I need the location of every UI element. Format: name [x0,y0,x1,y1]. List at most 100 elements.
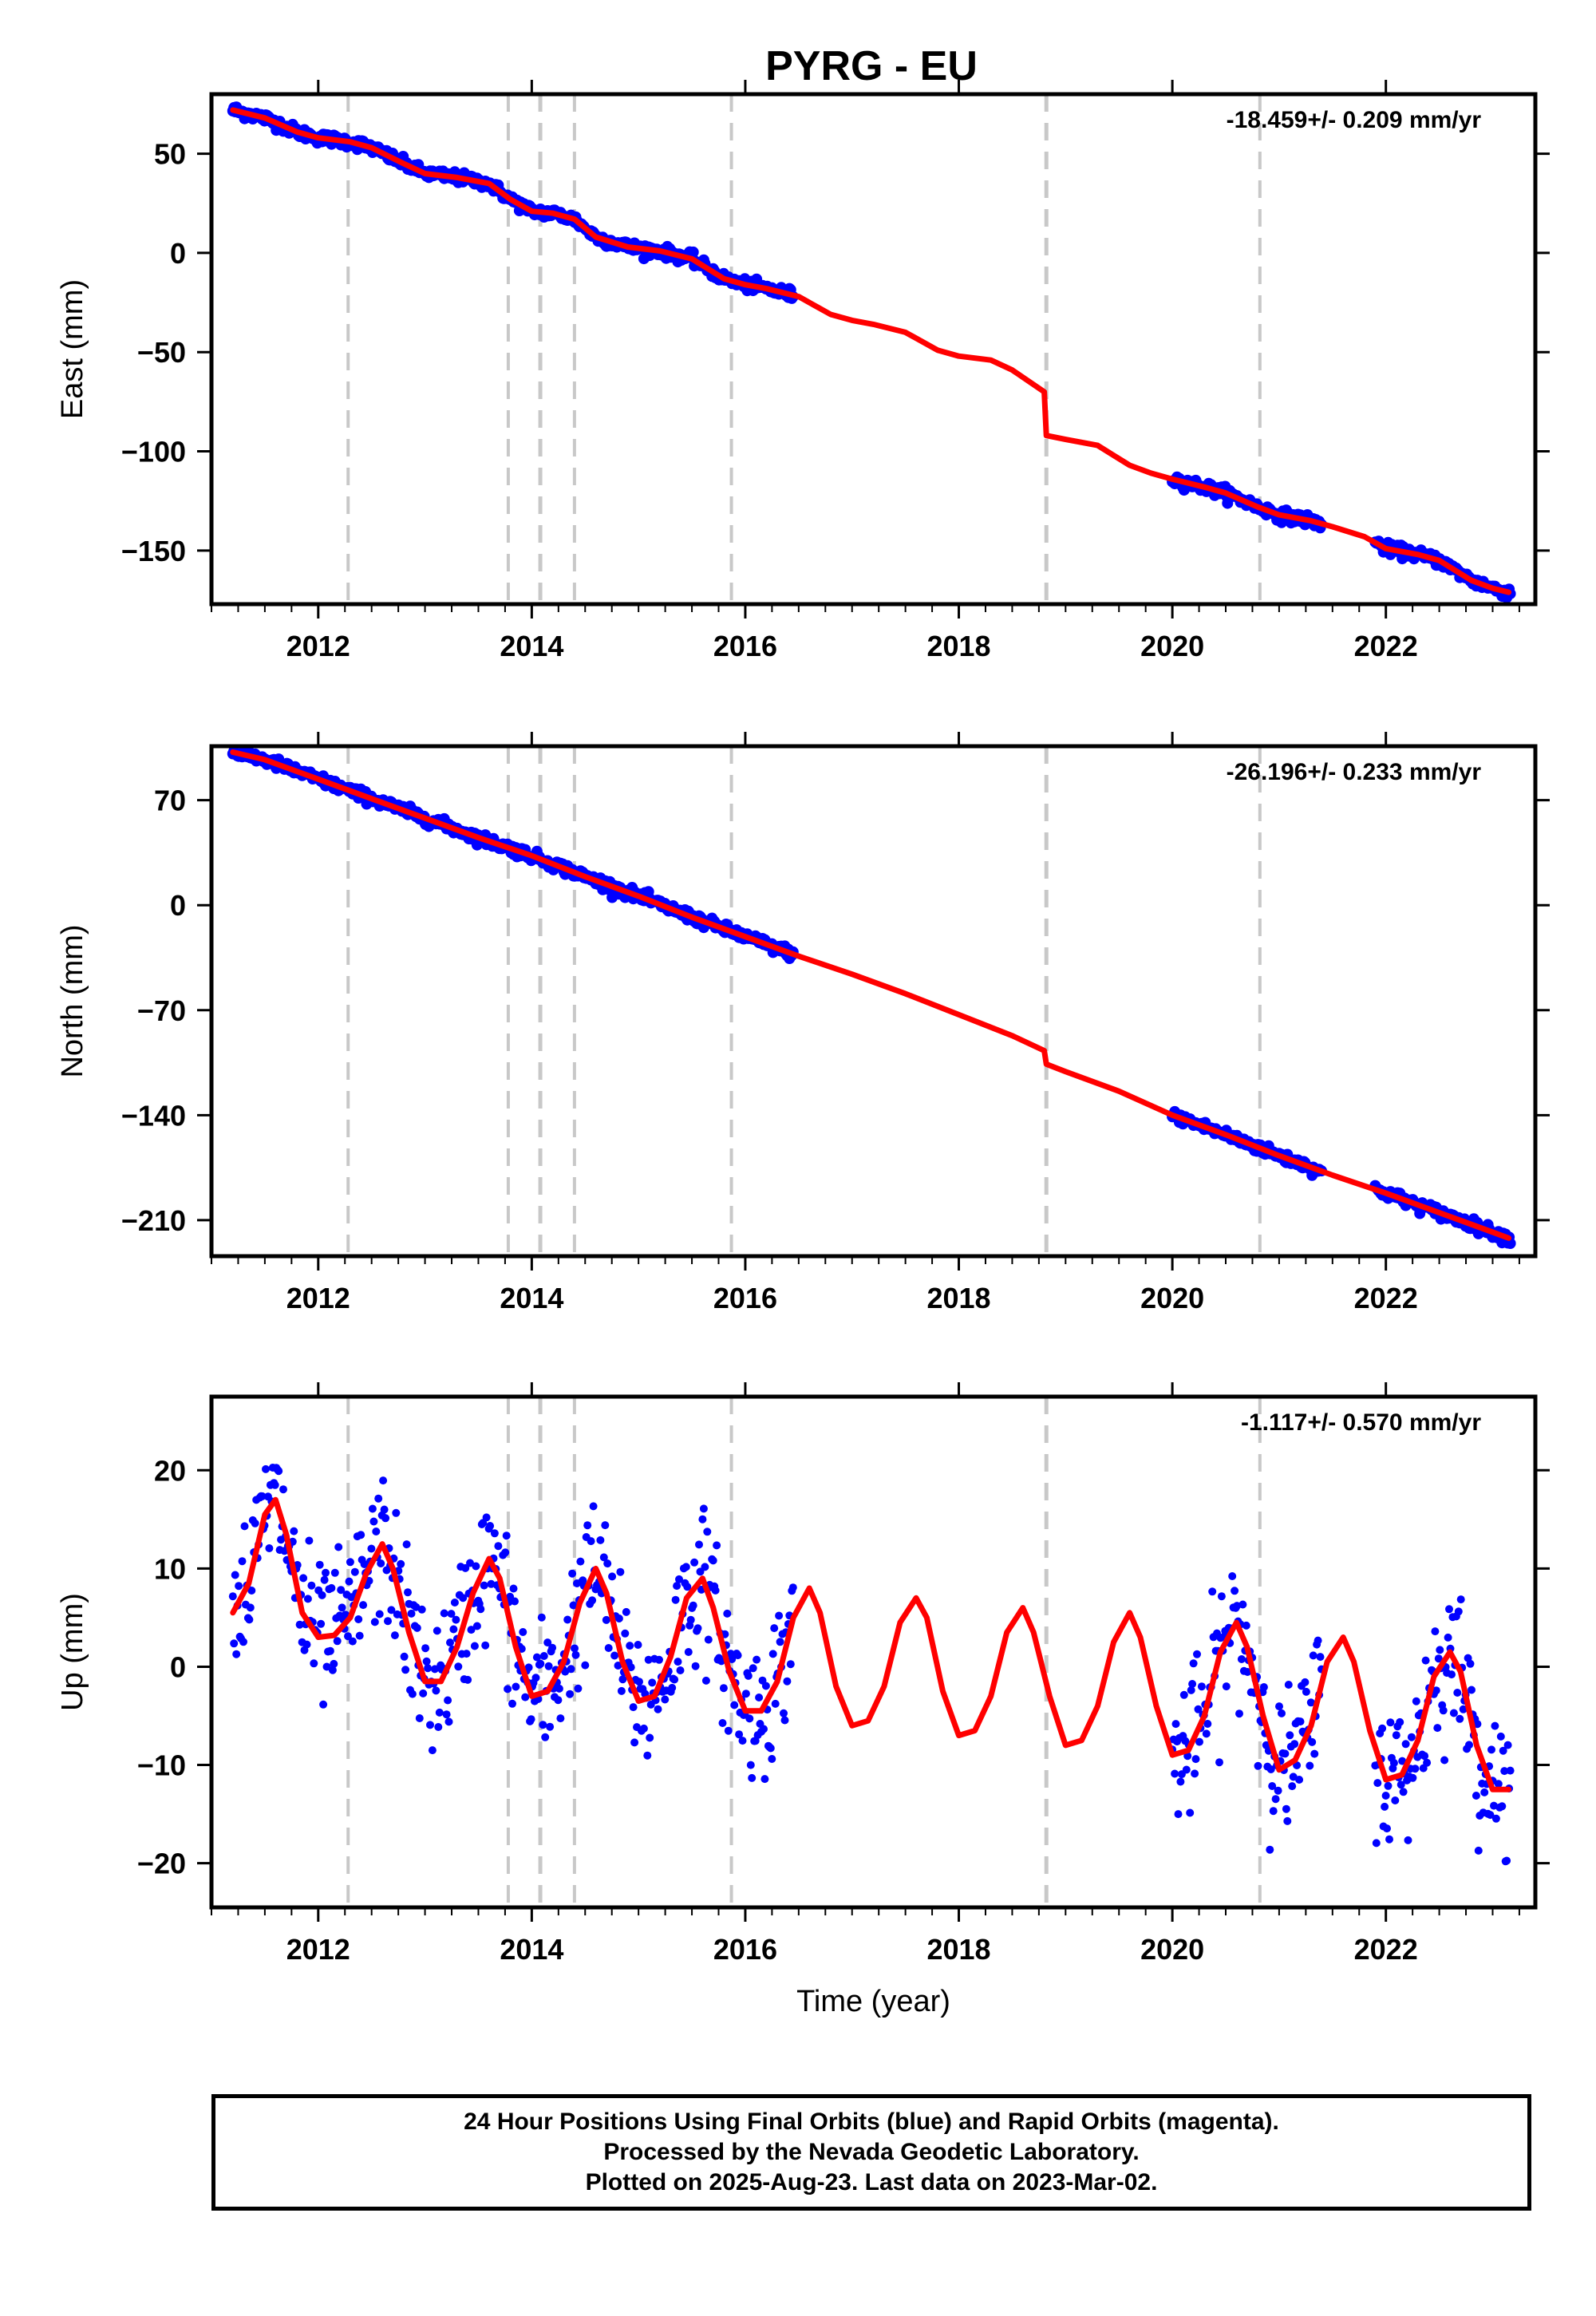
data-point [771,1699,780,1708]
data-point [1474,1846,1483,1855]
rate-label: -26.196+/- 0.233 mm/yr [1227,759,1482,785]
chart-title: PYRG - EU [765,43,978,89]
data-point [407,1609,416,1618]
data-point [424,1664,433,1673]
data-point [568,1569,577,1578]
data-point [786,1660,795,1669]
data-point [693,1624,702,1633]
data-point [661,1695,670,1704]
data-point [442,1710,451,1719]
data-point [1254,1761,1262,1770]
data-point [1440,1756,1449,1765]
data-point [1493,1919,1501,1927]
data-point [703,1528,712,1536]
data-point [635,1678,643,1686]
data-point [556,1714,565,1723]
footer-box: 24 Hour Positions Using Final Orbits (bl… [211,2094,1531,2211]
data-point [302,1640,311,1649]
data-point [1186,1808,1195,1817]
data-point [1456,1595,1465,1604]
y-tick-label: −20 [137,1848,186,1880]
data-point [1459,1705,1468,1713]
data-point [1202,1729,1211,1738]
data-point [1444,1633,1452,1642]
data-point [1284,1681,1293,1689]
data-point [419,1689,428,1697]
data-point [755,1694,764,1701]
data-point [634,1641,642,1649]
model-line-up [230,1496,1512,1792]
data-point [1197,1682,1206,1691]
data-point [563,1615,572,1624]
data-point [408,1690,417,1698]
data-point [537,1613,546,1622]
data-point [770,1624,779,1633]
data-point [1237,1655,1246,1663]
data-point [1242,1621,1250,1630]
data-point [330,1568,339,1577]
data-point [676,1666,685,1674]
data-point [1171,1769,1179,1778]
data-points-east [227,101,1516,603]
data-point [326,1646,334,1655]
data-point [1421,1656,1430,1665]
data-point [536,1659,545,1668]
data-point [711,1586,720,1595]
data-point [337,1586,346,1595]
data-point [1491,1721,1499,1730]
data-point [1231,1587,1239,1595]
data-point [1308,1737,1317,1746]
data-point [1407,1733,1416,1741]
data-point [435,1708,444,1717]
y-tick-label: 70 [154,785,186,817]
data-point [228,1592,237,1601]
data-point [1289,1773,1298,1781]
data-point [629,1703,638,1712]
data-point [1487,1745,1495,1754]
x-tick-label: 2020 [1140,1933,1204,1966]
data-point [698,1515,707,1524]
data-point [614,1662,622,1670]
data-point [746,1761,755,1769]
data-points-up [228,1464,1515,1927]
y-tick-label: 50 [154,138,186,171]
data-point [1499,1746,1507,1755]
data-point [384,1617,392,1626]
data-point [1386,1718,1395,1727]
data-point [691,1662,700,1670]
data-point [776,1638,784,1646]
data-point [387,1606,396,1614]
data-point [1316,1653,1325,1662]
data-point [741,1690,750,1698]
data-point [374,1494,383,1503]
data-point [375,1610,384,1618]
data-point [571,1650,580,1659]
data-point [344,1632,352,1641]
data-point [1271,1795,1280,1804]
data-point [295,1620,304,1629]
data-point [527,1715,535,1724]
data-point [355,1631,364,1640]
data-point [541,1733,550,1741]
data-point [1468,1686,1476,1694]
data-point [317,1619,326,1628]
data-point [768,1755,776,1763]
data-point [775,1611,784,1620]
data-point [512,1682,520,1691]
data-point [760,1775,769,1784]
data-point [1454,1607,1463,1616]
x-tick-label: 2020 [1140,1282,1204,1314]
data-point [258,1492,267,1500]
model-line-east [230,107,1512,595]
data-point [622,1607,630,1616]
data-point [511,1597,519,1606]
data-point [509,1584,518,1593]
data-point [275,1467,283,1476]
data-point [588,1596,597,1605]
x-tick-label: 2014 [500,630,563,662]
data-point [1404,1836,1412,1844]
data-point [367,1544,376,1553]
data-point [761,1682,770,1690]
data-point [581,1661,590,1670]
x-tick-label: 2014 [500,1933,563,1966]
